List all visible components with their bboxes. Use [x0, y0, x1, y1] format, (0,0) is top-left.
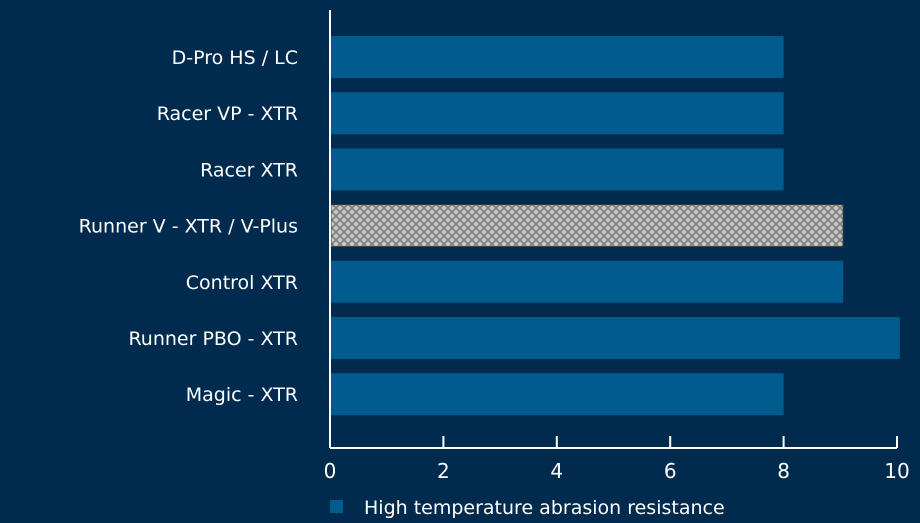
category-label: Racer XTR [200, 159, 298, 181]
x-tick-label: 4 [550, 459, 563, 483]
x-tick-label: 0 [324, 459, 337, 483]
bar [331, 92, 784, 135]
bar [331, 373, 784, 416]
bar [331, 36, 784, 78]
category-labels: D-Pro HS / LC Racer VP - XTR Racer XTR Runn… [79, 47, 298, 406]
legend: High temperature abrasion resistance [330, 497, 725, 519]
bar [331, 148, 784, 191]
x-tick-label: 10 [884, 459, 909, 483]
axes-group: 0 2 4 6 8 10 [324, 10, 910, 483]
x-tick-label: 2 [437, 459, 450, 483]
bar-highlighted [330, 204, 844, 248]
category-label: Magic - XTR [186, 384, 298, 406]
category-label: Control XTR [186, 272, 298, 294]
bars-group [330, 36, 900, 416]
category-label: Runner PBO - XTR [128, 328, 298, 350]
category-label: Runner V - XTR / V-Plus [79, 216, 298, 238]
bar [331, 317, 900, 359]
category-label: Racer VP - XTR [157, 103, 298, 125]
legend-swatch [330, 500, 343, 513]
legend-label: High temperature abrasion resistance [364, 497, 725, 519]
x-tick-label: 6 [664, 459, 677, 483]
bar [331, 260, 844, 303]
x-tick-label: 8 [777, 459, 790, 483]
category-label: D-Pro HS / LC [172, 47, 298, 69]
